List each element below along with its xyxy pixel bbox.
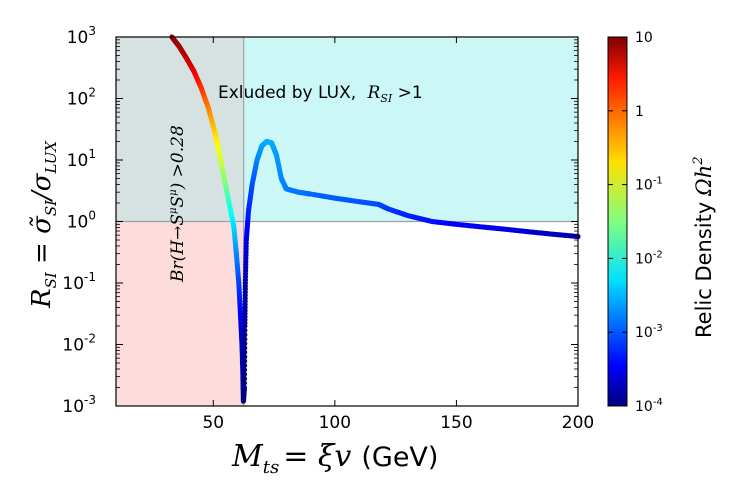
colorbar-label: Relic DensityΩh2	[691, 156, 716, 338]
curve-point-246	[242, 349, 248, 355]
curve-point-239	[241, 380, 248, 386]
cb-tick-label-4: 10-3	[635, 323, 663, 341]
curve-point-245	[242, 354, 248, 360]
y-axis-ticks: 10-3 10-2 10-1 100 101 102 103	[62, 24, 578, 417]
curve-point-238	[241, 384, 247, 391]
curve-point-249	[242, 336, 248, 342]
data-curve	[169, 34, 581, 404]
cb-tick-label-1: 1	[635, 104, 644, 120]
x-tick-label-100: 100	[319, 413, 351, 433]
x-axis-label: Mts = ξv (GeV)	[231, 439, 438, 478]
colorbar-ticks: 10 1 10-1 10-2 10-3 10-4	[608, 30, 663, 415]
y-tick-label-3: 103	[67, 24, 96, 48]
lux-annotation: Exluded by LUX, RSI >1	[218, 83, 423, 105]
curve-point-250	[242, 332, 248, 338]
x-tick-label-50: 50	[202, 413, 224, 433]
cb-tick-label-3: 10-2	[635, 249, 663, 267]
x-tick-label-200: 200	[562, 413, 594, 433]
curve-point-247	[242, 345, 248, 351]
colorbar	[607, 36, 628, 407]
curve-point-242	[241, 367, 248, 373]
cb-tick-label-0: 10	[635, 30, 653, 46]
x-tick-label-150: 150	[440, 413, 472, 433]
br-annotation: Br(H→SμSμ) >0.28	[168, 125, 188, 283]
curve-point-241	[241, 371, 248, 377]
y-tick-label-1: 101	[67, 147, 96, 171]
y-tick-label-0: 100	[67, 209, 96, 233]
y-tick-label-2: 102	[67, 86, 96, 110]
curve-point-240	[241, 376, 248, 382]
cb-tick-label-5: 10-4	[635, 397, 663, 415]
y-axis-label: RSI = σ̃SI/σLUX	[27, 140, 60, 309]
y-tick-label--2: 10-2	[62, 332, 96, 356]
x-axis-ticks: 50 100 150 200	[202, 37, 594, 433]
y-tick-label--1: 10-1	[62, 270, 96, 294]
curve-point-243	[241, 362, 248, 369]
curve-point-244	[241, 358, 248, 364]
region-overlap	[116, 37, 244, 222]
curve-point-251	[242, 327, 248, 333]
curve-point-248	[242, 340, 248, 347]
y-tick-label--3: 10-3	[62, 393, 96, 417]
cb-tick-label-2: 10-1	[635, 176, 663, 194]
